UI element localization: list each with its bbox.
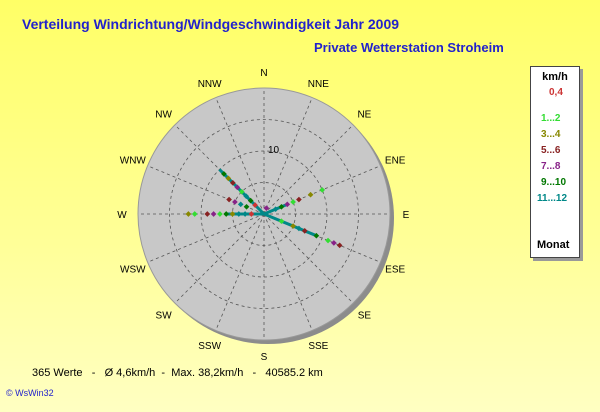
direction-label-wsw: WSW [120,264,146,275]
data-point [210,211,217,217]
direction-label-s: S [261,352,268,363]
direction-label-ssw: SSW [198,341,221,352]
data-point [252,202,258,208]
data-point [225,175,232,182]
grid-ring [169,119,359,309]
data-point [278,203,285,210]
ring-value-label: 10 [268,145,280,156]
legend-entry: 1...2 [541,113,561,124]
data-point [290,199,296,205]
data-point [221,171,227,177]
data-point [336,242,343,249]
total-distance: 40585.2 km [265,367,323,379]
data-point [290,223,296,229]
data-point [229,179,236,186]
data-point [238,188,245,195]
grid-spoke [147,213,265,263]
legend-unit: km/h [542,71,568,83]
data-point [217,211,223,217]
direction-label-ne: NE [357,110,371,121]
data-point [204,211,211,217]
max-speed: Max. 38,2km/h [171,367,244,379]
value-count: 365 Werte [32,367,83,379]
direction-label-ene: ENE [385,156,406,167]
direction-label-wnw: WNW [120,156,147,167]
data-point [296,196,302,203]
data-point [243,203,250,210]
data-point [191,211,198,217]
direction-label-w: W [117,210,127,221]
legend-footer: Monat [537,239,570,251]
chart-subtitle: Private Wetterstation Stroheim [314,40,504,55]
data-point [229,211,236,217]
data-point [243,193,250,200]
legend-entry: 3...4 [541,129,561,140]
grid-spoke [263,97,313,215]
legend: km/h 0,4 1...2 3...4 5...6 7...8 9...10 … [530,66,580,258]
software-credit: © WsWin32 [6,388,54,398]
data-point [237,201,244,208]
direction-label-nw: NW [155,110,172,121]
legend-entry: 11...12 [537,193,568,204]
legend-entry: 0,4 [549,87,563,98]
grid-spoke [174,213,265,304]
data-point [284,201,291,208]
grid-spoke [215,213,265,331]
data-point [235,211,242,217]
data-point [232,199,238,205]
chart-title: Verteilung Windrichtung/Windgeschwindigk… [22,16,400,32]
grid-spoke [263,213,313,331]
grid-spoke [215,97,265,215]
grid-spoke [263,124,354,215]
data-point [296,225,302,232]
grid-spoke [263,213,354,304]
data-point [226,196,232,203]
legend-entry: 5...6 [541,145,561,156]
data-point [319,187,326,193]
data-point [234,184,241,191]
data-point [278,218,285,225]
data-point [223,211,230,217]
data-point [248,211,255,217]
data-point [307,191,314,198]
data-point [331,240,337,246]
data-point [242,211,248,217]
data-point [272,206,279,213]
stats-footer: 365 Werte - Ø 4,6km/h - Max. 38,2km/h - … [32,367,323,379]
data-point [185,211,192,217]
direction-label-sse: SSE [308,341,328,352]
direction-label-nne: NNE [308,79,329,90]
data-point [247,197,254,204]
direction-label-sw: SW [156,310,173,321]
direction-label-ese: ESE [385,264,405,275]
data-point [325,237,331,244]
frequency-spoke-ese [263,212,317,238]
direction-label-e: E [403,210,410,221]
direction-label-se: SE [358,310,372,321]
data-point [301,228,308,234]
legend-entry: 9...10 [541,177,567,188]
direction-label-nnw: NNW [198,79,222,90]
direction-label-n: N [260,68,267,79]
data-point [263,205,270,212]
average-speed: Ø 4,6km/h [104,367,156,379]
data-point [313,232,320,239]
legend-entry: 7...8 [541,161,561,172]
